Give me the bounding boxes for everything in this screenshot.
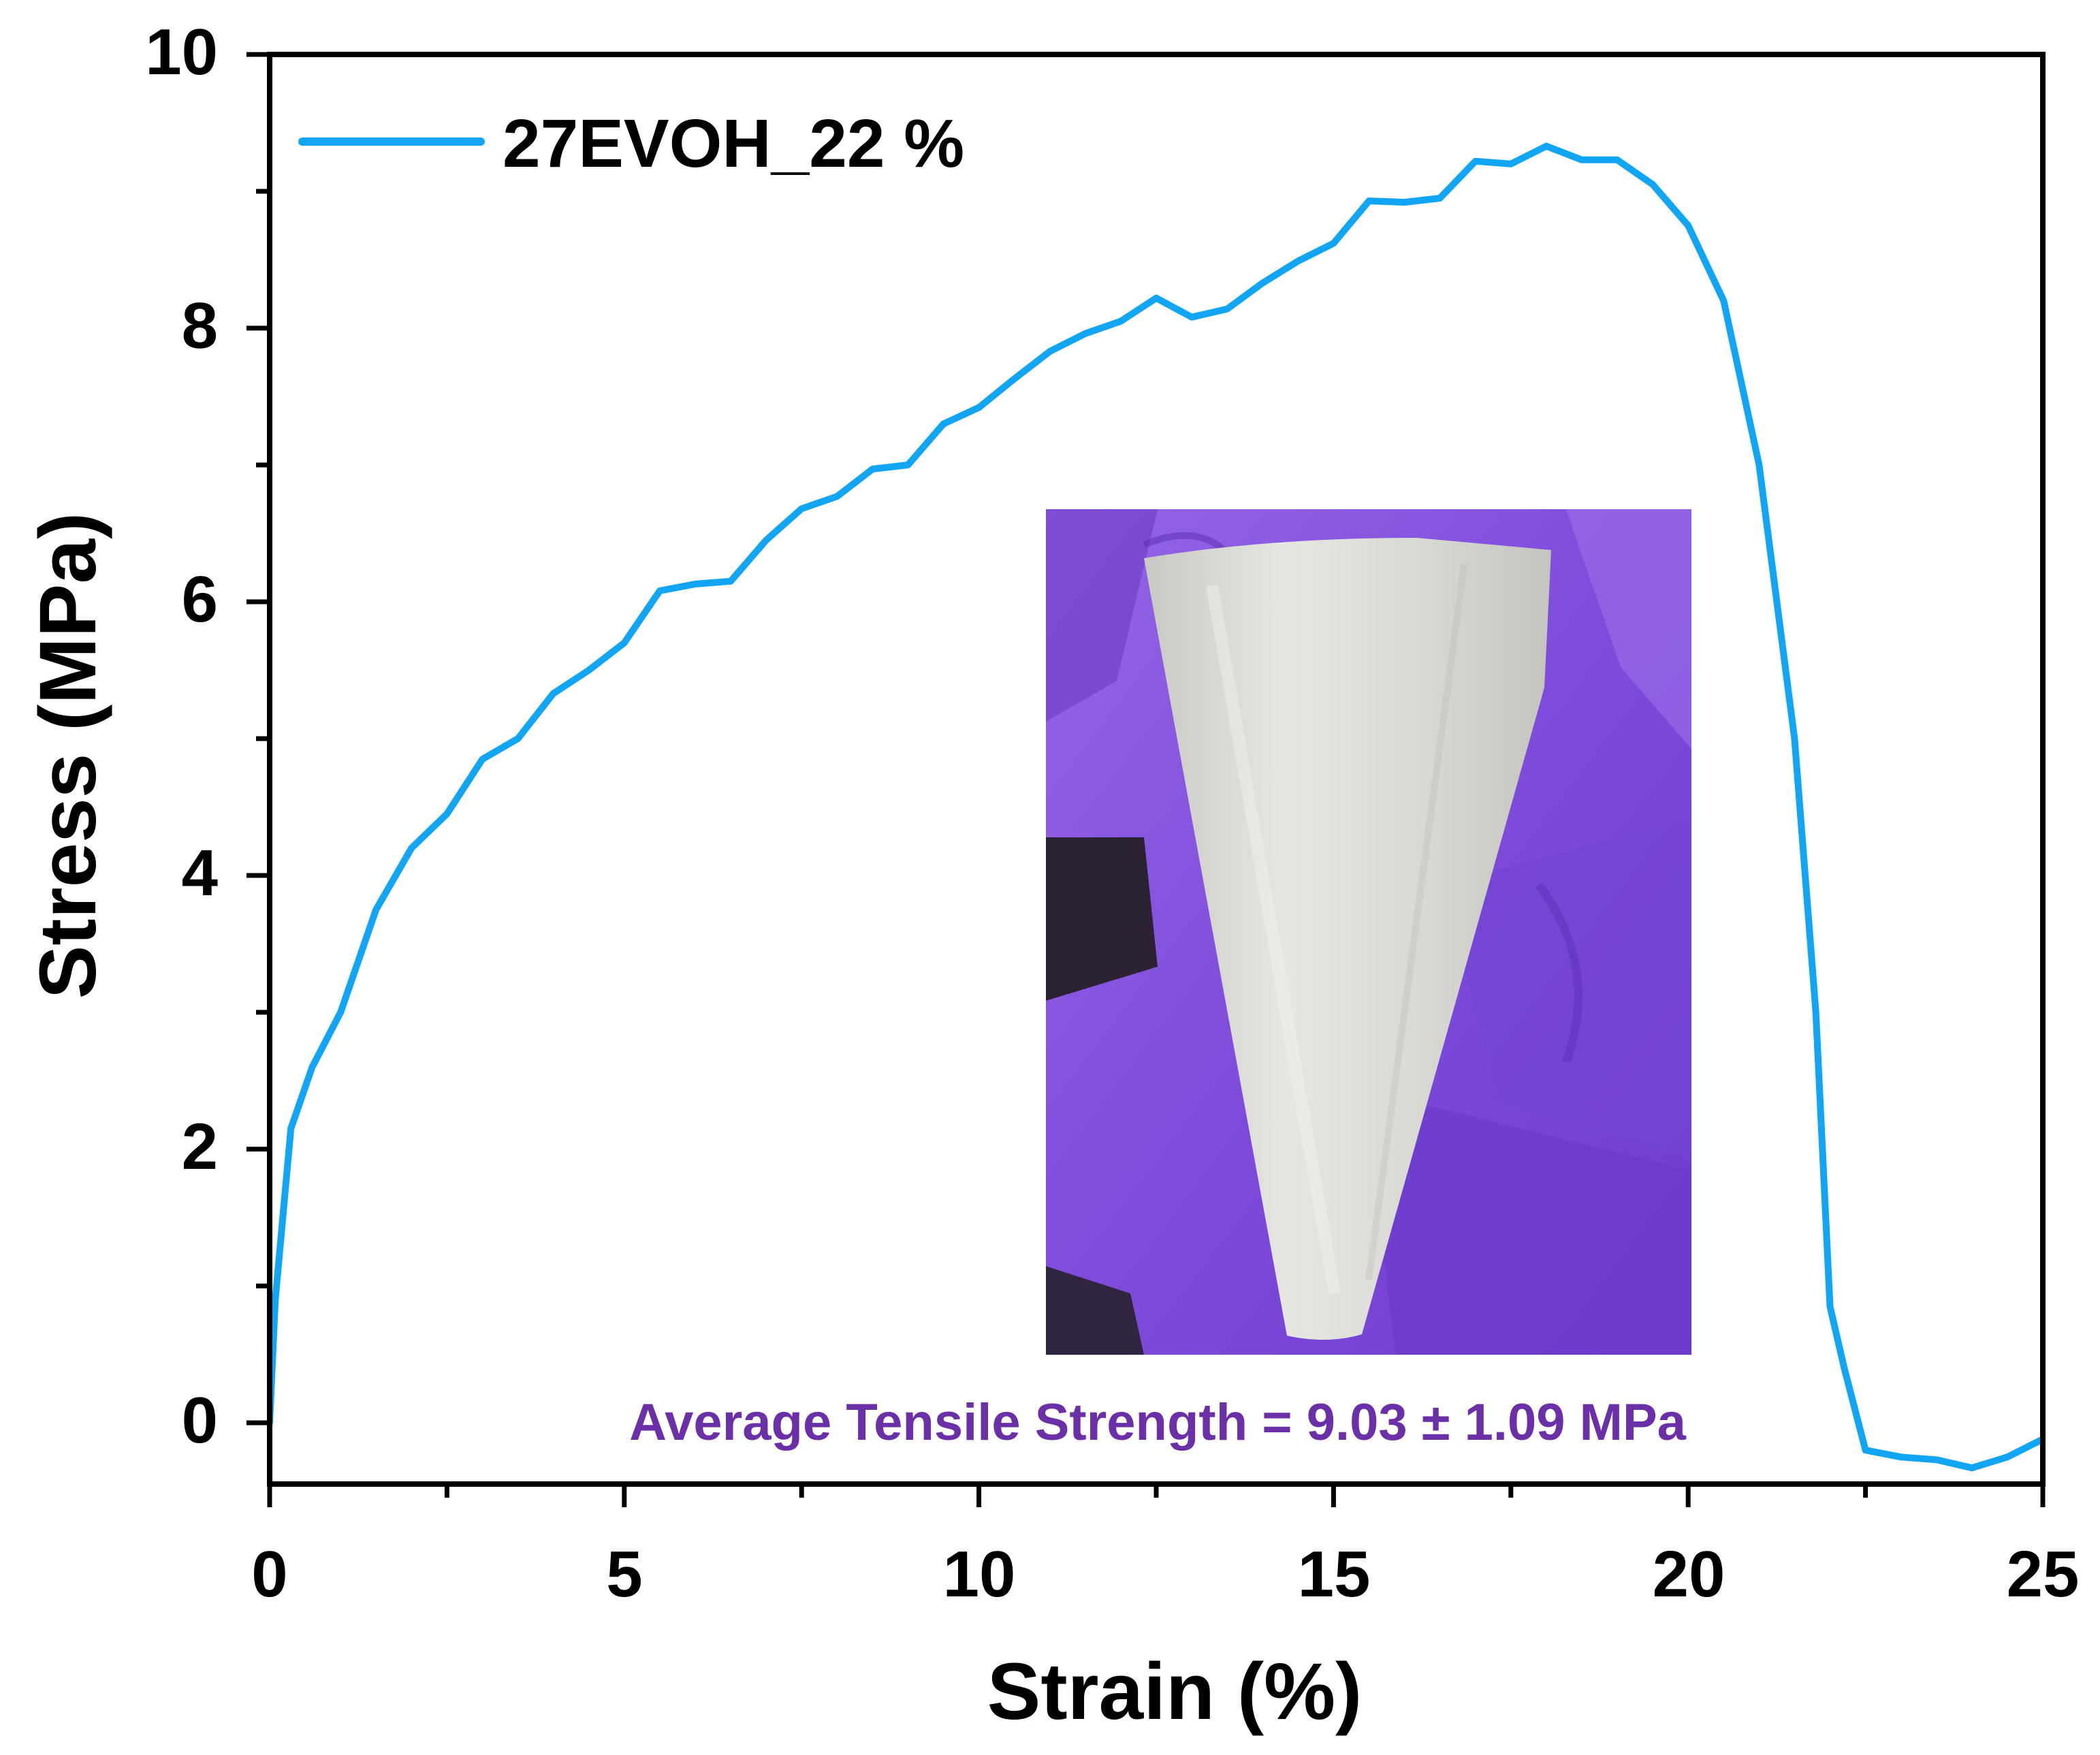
y-tick-label: 10 bbox=[145, 16, 218, 88]
stress-strain-line bbox=[267, 142, 2043, 1472]
x-tick-label: 10 bbox=[943, 1538, 1016, 1611]
y-tick-label: 0 bbox=[182, 1384, 218, 1457]
y-tick-label: 4 bbox=[182, 837, 218, 909]
x-tick-label: 0 bbox=[251, 1538, 287, 1611]
x-axis-title: Strain (%) bbox=[987, 1647, 1363, 1737]
axis-ticks bbox=[246, 52, 2046, 1507]
y-axis-title: Stress (MPa) bbox=[23, 513, 113, 999]
inset-photo bbox=[1046, 509, 1691, 1355]
legend-label: 27EVOH_22 % bbox=[503, 106, 964, 182]
x-tick-labels: 0 5 10 15 20 25 bbox=[251, 1538, 2079, 1611]
x-tick-label: 15 bbox=[1298, 1538, 1371, 1611]
x-tick-label: 20 bbox=[1653, 1538, 1725, 1611]
y-tick-labels: 0 2 4 6 8 10 bbox=[145, 16, 218, 1457]
y-tick-label: 2 bbox=[182, 1110, 218, 1183]
x-tick-label: 25 bbox=[2007, 1538, 2080, 1611]
y-tick-label: 6 bbox=[182, 563, 218, 636]
x-tick-label: 5 bbox=[606, 1538, 642, 1611]
average-strength-annotation: Average Tensile Strength = 9.03 ± 1.09 M… bbox=[629, 1394, 1687, 1451]
cone-object bbox=[1144, 538, 1551, 1340]
y-tick-label: 8 bbox=[182, 289, 218, 362]
legend: 27EVOH_22 % bbox=[298, 106, 964, 182]
